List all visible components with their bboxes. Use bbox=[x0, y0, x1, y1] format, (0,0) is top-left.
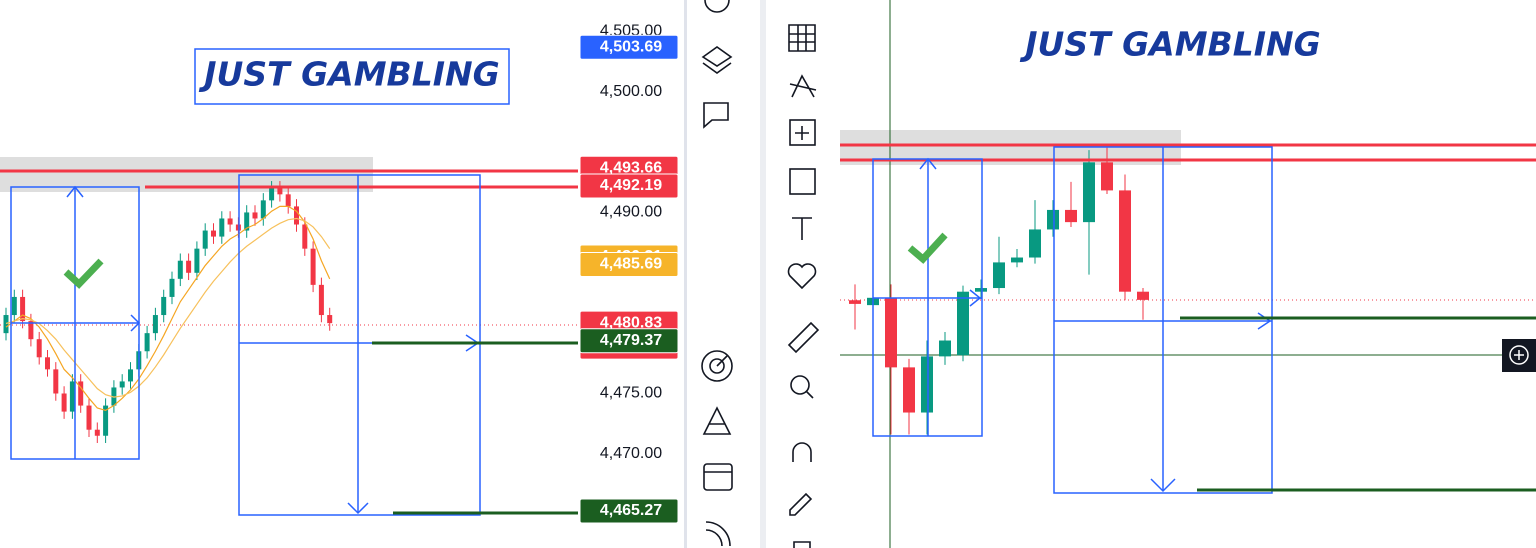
candle-body bbox=[211, 230, 216, 237]
candle-body bbox=[86, 405, 92, 430]
candle-body bbox=[921, 356, 933, 413]
candle-body bbox=[177, 260, 183, 279]
drawings bbox=[0, 48, 578, 516]
candle-body bbox=[957, 291, 969, 356]
price-tag-label: 4,503.69 bbox=[600, 38, 662, 55]
candle-body bbox=[285, 194, 291, 207]
candle-body bbox=[103, 405, 109, 436]
candle-body bbox=[903, 367, 915, 413]
candle-body bbox=[20, 296, 26, 322]
candle-body bbox=[1047, 209, 1059, 230]
price-tag-label: 4,485.69 bbox=[600, 256, 662, 273]
candles bbox=[3, 181, 333, 443]
candle-body bbox=[69, 381, 75, 412]
watermark: JUST GAMBLING bbox=[198, 55, 499, 94]
candle-body bbox=[186, 260, 192, 273]
moving-average bbox=[5, 205, 331, 412]
candle-body bbox=[78, 381, 84, 406]
candle-body bbox=[128, 369, 133, 382]
candle-body bbox=[318, 284, 324, 316]
candle-body bbox=[227, 218, 233, 225]
candle-body bbox=[202, 230, 208, 249]
candle-body bbox=[1137, 291, 1149, 300]
price-tag bbox=[579, 498, 679, 524]
price-tag bbox=[579, 251, 679, 277]
candle-body bbox=[269, 188, 275, 201]
y-tick-label: 4,475.00 bbox=[600, 385, 662, 402]
candle-body bbox=[45, 357, 50, 370]
toolbar-left[interactable] bbox=[701, 0, 733, 547]
candle-body bbox=[1083, 162, 1095, 223]
candle-body bbox=[169, 278, 175, 297]
divider bbox=[760, 0, 766, 548]
candle-body bbox=[885, 297, 897, 368]
candle-body bbox=[152, 315, 158, 334]
divider bbox=[684, 0, 687, 548]
candle-body bbox=[302, 224, 308, 249]
candle-body bbox=[28, 321, 34, 340]
candle-body bbox=[294, 206, 299, 225]
candles bbox=[849, 147, 1149, 435]
price-tag-label: 4,480.83 bbox=[600, 314, 662, 331]
add-button[interactable] bbox=[1502, 339, 1536, 372]
candle-body bbox=[36, 339, 42, 358]
price-axis: 4,505.004,500.004,490.004,475.004,470.00… bbox=[579, 23, 679, 524]
candle-body bbox=[1065, 209, 1077, 223]
candle-body bbox=[993, 262, 1005, 289]
price-tag-label: 4,479.37 bbox=[600, 332, 662, 349]
moving-average bbox=[5, 217, 331, 398]
price-tag bbox=[579, 34, 679, 60]
candle-body bbox=[327, 315, 333, 324]
candle-body bbox=[53, 369, 59, 394]
candle-body bbox=[849, 300, 861, 304]
candle-body bbox=[277, 188, 283, 195]
price-tag-label: 4,492.19 bbox=[600, 177, 662, 194]
watermark: JUST GAMBLING bbox=[1019, 25, 1320, 64]
y-tick-label: 4,500.00 bbox=[600, 83, 662, 100]
candle-body bbox=[310, 248, 316, 285]
candle-body bbox=[1029, 229, 1041, 258]
price-tag bbox=[579, 173, 679, 199]
candle-body bbox=[161, 296, 167, 316]
price-tag-label: 4,493.66 bbox=[600, 159, 662, 176]
candle-body bbox=[252, 212, 258, 219]
candle-body bbox=[194, 248, 200, 273]
price-tag bbox=[579, 328, 679, 354]
toolbar-right[interactable] bbox=[787, 24, 820, 548]
candle-body bbox=[144, 333, 150, 352]
candle-body bbox=[94, 429, 100, 436]
price-tag-label: 4,465.27 bbox=[600, 502, 662, 519]
candle-body bbox=[219, 218, 225, 237]
candle-body bbox=[244, 212, 250, 231]
candle-body bbox=[939, 340, 951, 357]
candle-body bbox=[1101, 162, 1113, 191]
candle-body bbox=[1119, 190, 1131, 292]
candle-body bbox=[260, 200, 266, 219]
y-tick-label: 4,490.00 bbox=[600, 204, 662, 221]
drawings bbox=[840, 143, 1536, 494]
candle-body bbox=[1011, 257, 1023, 263]
y-tick-label: 4,470.00 bbox=[600, 445, 662, 462]
candle-body bbox=[119, 381, 125, 388]
candle-body bbox=[3, 315, 9, 334]
candle-body bbox=[61, 393, 67, 412]
candle-body bbox=[11, 296, 17, 316]
candle-body bbox=[975, 288, 987, 292]
